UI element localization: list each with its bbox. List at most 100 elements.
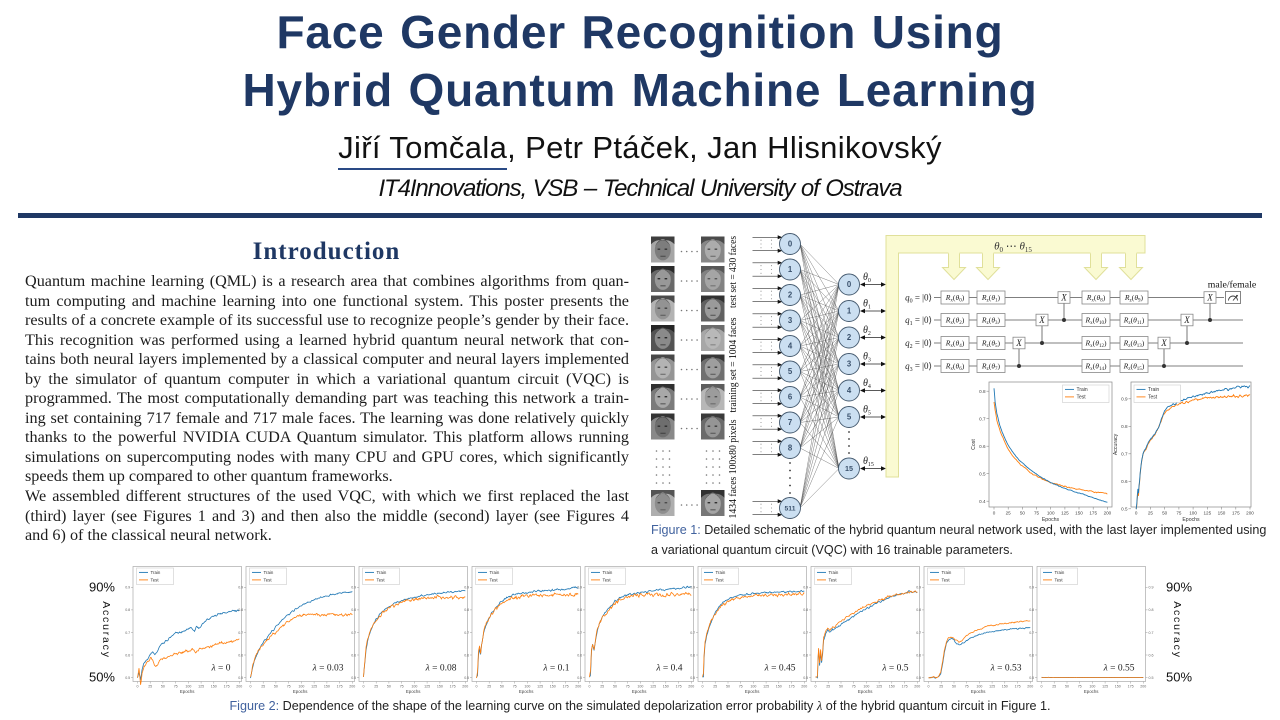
svg-text:125: 125 bbox=[876, 685, 882, 689]
svg-text:0.5: 0.5 bbox=[803, 676, 808, 680]
svg-text:8: 8 bbox=[788, 444, 793, 453]
svg-text:0.8: 0.8 bbox=[238, 608, 243, 612]
svg-text:Test: Test bbox=[377, 578, 386, 583]
svg-text:25: 25 bbox=[939, 685, 943, 689]
svg-text:Train: Train bbox=[829, 570, 839, 575]
svg-text:0.6: 0.6 bbox=[125, 653, 130, 657]
svg-text:Epochs: Epochs bbox=[406, 689, 421, 694]
svg-text:0: 0 bbox=[250, 685, 252, 689]
svg-text:0: 0 bbox=[137, 685, 139, 689]
svg-text:Epochs: Epochs bbox=[1182, 517, 1200, 523]
svg-text:150: 150 bbox=[324, 685, 330, 689]
svg-text:Test: Test bbox=[716, 578, 725, 583]
svg-text:2: 2 bbox=[788, 291, 793, 300]
svg-text:50: 50 bbox=[387, 685, 391, 689]
svg-text:Train: Train bbox=[603, 570, 613, 575]
svg-text:0: 0 bbox=[847, 280, 852, 289]
svg-text:6: 6 bbox=[788, 393, 793, 402]
svg-text:1: 1 bbox=[788, 265, 793, 274]
svg-text:Rz(θ9): Rz(θ9) bbox=[1124, 293, 1144, 304]
svg-text:θ0: θ0 bbox=[863, 272, 871, 284]
svg-text:25: 25 bbox=[374, 685, 378, 689]
svg-text:25: 25 bbox=[600, 685, 604, 689]
svg-text:125: 125 bbox=[311, 685, 317, 689]
svg-text:Rz(θ15): Rz(θ15) bbox=[1123, 361, 1145, 372]
svg-text:0.7: 0.7 bbox=[690, 631, 695, 635]
svg-text:θ3: θ3 bbox=[863, 352, 871, 364]
svg-text:0.5: 0.5 bbox=[1029, 676, 1034, 680]
svg-text:0.6: 0.6 bbox=[1121, 479, 1128, 484]
svg-text:200: 200 bbox=[801, 685, 807, 689]
svg-text:2: 2 bbox=[847, 333, 852, 342]
svg-text:Rx(θ14): Rx(θ14) bbox=[1085, 361, 1107, 372]
svg-text:0: 0 bbox=[589, 685, 591, 689]
svg-text:125: 125 bbox=[537, 685, 543, 689]
svg-text:0.8: 0.8 bbox=[1029, 608, 1034, 612]
svg-text:50: 50 bbox=[726, 685, 730, 689]
svg-text:0.7: 0.7 bbox=[979, 416, 986, 421]
svg-text:X: X bbox=[1038, 315, 1045, 325]
svg-text:Test: Test bbox=[829, 578, 838, 583]
svg-text:150: 150 bbox=[437, 685, 443, 689]
svg-text:7: 7 bbox=[788, 418, 792, 427]
svg-text:0.7: 0.7 bbox=[351, 631, 356, 635]
svg-text:100: 100 bbox=[524, 685, 530, 689]
svg-text:25: 25 bbox=[261, 685, 265, 689]
svg-text:200: 200 bbox=[462, 685, 468, 689]
svg-text:λ = 0.55: λ = 0.55 bbox=[1103, 664, 1135, 674]
svg-text:150: 150 bbox=[889, 685, 895, 689]
svg-text:Rz(θ7): Rz(θ7) bbox=[981, 361, 1001, 372]
svg-text:0.8: 0.8 bbox=[351, 608, 356, 612]
svg-text:Accuracy: Accuracy bbox=[100, 601, 112, 659]
svg-text:Train: Train bbox=[490, 570, 500, 575]
svg-text:200: 200 bbox=[1104, 511, 1112, 516]
svg-text:0.7: 0.7 bbox=[803, 631, 808, 635]
svg-text:125: 125 bbox=[1102, 685, 1108, 689]
svg-text:Test: Test bbox=[264, 578, 273, 583]
svg-text:0.6: 0.6 bbox=[979, 444, 986, 449]
svg-text:0.8: 0.8 bbox=[979, 389, 986, 394]
svg-text:175: 175 bbox=[337, 685, 343, 689]
svg-text:0.6: 0.6 bbox=[1149, 653, 1154, 657]
svg-text:0.7: 0.7 bbox=[1149, 631, 1154, 635]
svg-text:Rx(θ8): Rx(θ8) bbox=[1086, 293, 1106, 304]
svg-text:0.9: 0.9 bbox=[464, 586, 469, 590]
svg-text:3: 3 bbox=[788, 316, 793, 325]
svg-text:Test: Test bbox=[603, 578, 612, 583]
svg-text:200: 200 bbox=[575, 685, 581, 689]
svg-text:75: 75 bbox=[174, 685, 178, 689]
svg-text:Rz(θ11): Rz(θ11) bbox=[1123, 315, 1145, 326]
svg-text:0.6: 0.6 bbox=[1029, 653, 1034, 657]
svg-text:5: 5 bbox=[788, 367, 793, 376]
svg-text:50%: 50% bbox=[89, 670, 115, 685]
svg-text:Train: Train bbox=[151, 570, 161, 575]
svg-text:125: 125 bbox=[1061, 511, 1069, 516]
svg-text:q2 = |0⟩: q2 = |0⟩ bbox=[905, 338, 932, 350]
svg-text:75: 75 bbox=[739, 685, 743, 689]
svg-text:200: 200 bbox=[349, 685, 355, 689]
svg-text:Rz(θ3): Rz(θ3) bbox=[981, 315, 1001, 326]
svg-text:0.9: 0.9 bbox=[577, 586, 582, 590]
svg-text:150: 150 bbox=[1002, 685, 1008, 689]
svg-text:125: 125 bbox=[650, 685, 656, 689]
svg-text:0: 0 bbox=[363, 685, 365, 689]
svg-text:Test: Test bbox=[942, 578, 951, 583]
svg-text:Test: Test bbox=[1148, 395, 1158, 401]
svg-text:100: 100 bbox=[298, 685, 304, 689]
svg-text:0.9: 0.9 bbox=[1149, 586, 1154, 590]
svg-text:25: 25 bbox=[1052, 685, 1056, 689]
svg-text:Test: Test bbox=[490, 578, 499, 583]
svg-text:Epochs: Epochs bbox=[1084, 689, 1099, 694]
svg-text:0.7: 0.7 bbox=[577, 631, 582, 635]
svg-text:5: 5 bbox=[847, 413, 852, 422]
svg-text:0.9: 0.9 bbox=[803, 586, 808, 590]
svg-text:Rx(θ2): Rx(θ2) bbox=[945, 315, 965, 326]
svg-text:0.5: 0.5 bbox=[464, 676, 469, 680]
svg-text:0.9: 0.9 bbox=[238, 586, 243, 590]
svg-text:0.6: 0.6 bbox=[464, 653, 469, 657]
svg-text:175: 175 bbox=[1128, 685, 1134, 689]
svg-text:0.8: 0.8 bbox=[577, 608, 582, 612]
svg-text:100: 100 bbox=[863, 685, 869, 689]
svg-text:0: 0 bbox=[815, 685, 817, 689]
svg-text:200: 200 bbox=[1246, 511, 1254, 516]
